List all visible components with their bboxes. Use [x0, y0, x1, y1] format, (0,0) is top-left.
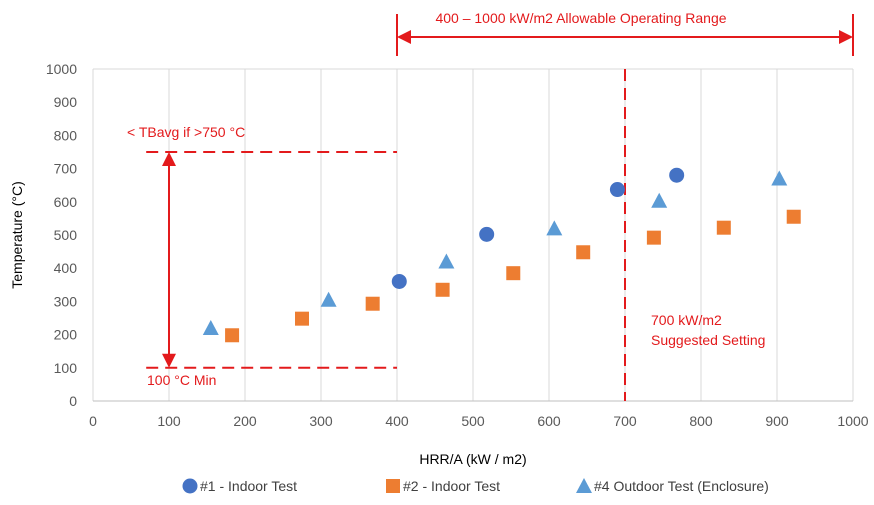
lower-limit-label: 100 °C Min [147, 372, 216, 388]
y-tick-label: 800 [54, 127, 78, 143]
y-tick-label: 900 [54, 94, 78, 110]
data-point [438, 253, 455, 269]
operating-range-arrow-head-left [397, 30, 411, 44]
data-point [546, 220, 563, 236]
axes: 0 100 200 300 400 500 600 700 800 900 1000 0 100 200 3… [9, 61, 869, 467]
legend-label: #4 Outdoor Test (Enclosure) [594, 478, 769, 494]
legend-entry: #2 - Indoor Test [386, 478, 500, 494]
x-tick-label: 900 [765, 413, 789, 429]
data-point [225, 328, 240, 343]
x-tick-label: 700 [613, 413, 637, 429]
series-2 [225, 209, 801, 343]
x-tick-label: 100 [157, 413, 181, 429]
legend-entry: #4 Outdoor Test (Enclosure) [576, 478, 769, 494]
data-point [576, 245, 591, 260]
data-point [669, 167, 685, 183]
operating-range-label: 400 – 1000 kW/m2 Allowable Operating Ran… [435, 10, 726, 26]
y-tick-label: 300 [54, 293, 78, 309]
gridlines [92, 68, 854, 401]
x-tick-label: 400 [385, 413, 409, 429]
data-point [609, 182, 625, 198]
x-tick-label: 0 [89, 413, 97, 429]
range-arrow-head-up [162, 152, 176, 166]
data-point [786, 209, 801, 224]
data-series [202, 167, 801, 343]
setting-label-line1: 700 kW/m2 [651, 312, 722, 328]
series-3 [202, 170, 788, 335]
y-tick-label: 500 [54, 227, 78, 243]
data-point [771, 170, 788, 186]
legend-marker [576, 478, 592, 493]
x-tick-label: 600 [537, 413, 561, 429]
y-axis-title: Temperature (°C) [9, 181, 25, 289]
data-point [651, 192, 668, 208]
data-point [716, 220, 731, 235]
data-point [646, 230, 661, 245]
y-tick-label: 200 [54, 327, 78, 343]
legend-entry: #1 - Indoor Test [182, 478, 297, 494]
x-axis-title: HRR/A (kW / m2) [419, 451, 526, 467]
range-arrow-head-down [162, 353, 176, 368]
series-1 [391, 167, 685, 289]
data-point [391, 273, 407, 289]
data-point [506, 266, 521, 281]
legend-label: #1 - Indoor Test [200, 478, 297, 494]
legend: #1 - Indoor Test #2 - Indoor Test #4 Outdo… [182, 478, 769, 494]
y-tick-label: 600 [54, 194, 78, 210]
x-tick-label: 200 [233, 413, 257, 429]
upper-limit-label: < TBavg if >750 °C [127, 124, 245, 140]
x-tick-label: 500 [461, 413, 485, 429]
operating-range-arrow-head-right [839, 30, 853, 44]
data-point [479, 226, 495, 242]
x-tick-label: 300 [309, 413, 333, 429]
data-point [202, 319, 219, 335]
x-tick-label: 1000 [837, 413, 868, 429]
legend-marker [386, 479, 400, 493]
y-tick-label: 100 [54, 360, 78, 376]
y-tick-label: 0 [69, 393, 77, 409]
legend-marker [182, 478, 198, 494]
data-point [435, 282, 450, 297]
data-point [365, 296, 380, 311]
annotations: 400 – 1000 kW/m2 Allowable Operating Ran… [127, 10, 854, 401]
x-tick-label: 800 [689, 413, 713, 429]
setting-label-line2: Suggested Setting [651, 332, 765, 348]
legend-label: #2 - Indoor Test [403, 478, 500, 494]
data-point [320, 291, 337, 307]
y-tick-label: 400 [54, 260, 78, 276]
data-point [295, 311, 309, 326]
y-tick-label: 700 [54, 161, 78, 177]
y-tick-label: 1000 [46, 61, 77, 77]
